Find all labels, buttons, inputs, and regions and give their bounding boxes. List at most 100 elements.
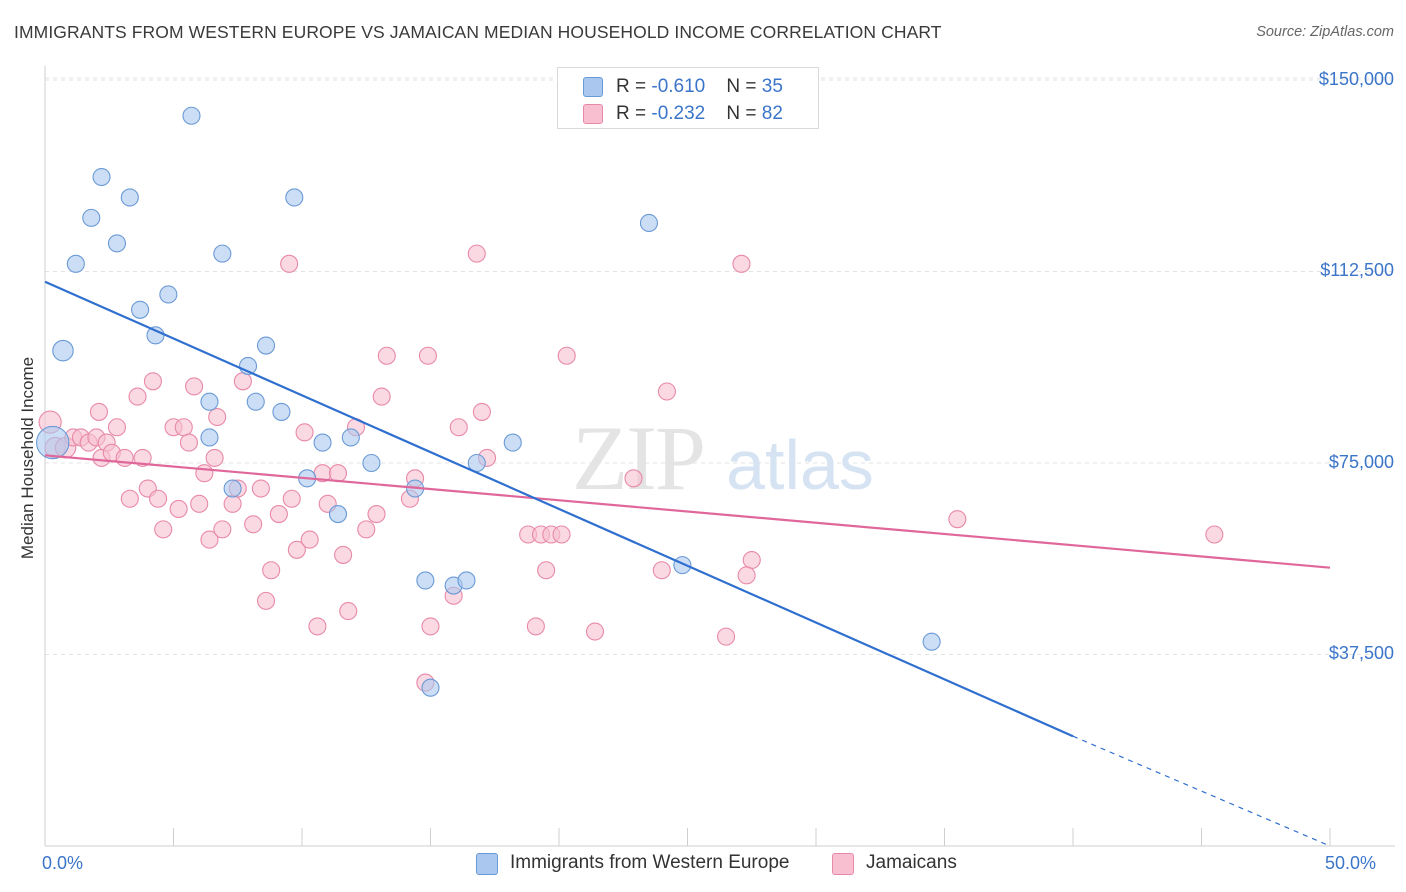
data-point xyxy=(300,530,319,549)
chart-title: IMMIGRANTS FROM WESTERN EUROPE VS JAMAIC… xyxy=(14,22,942,42)
data-point xyxy=(107,234,127,253)
data-point xyxy=(92,167,111,187)
legend-n-label: N = xyxy=(726,76,762,97)
data-point xyxy=(169,499,188,519)
data-point xyxy=(328,505,348,524)
data-point xyxy=(716,627,736,646)
data-point xyxy=(357,520,376,539)
data-point xyxy=(585,622,605,641)
data-point xyxy=(120,188,139,207)
watermark-atlas: atlas xyxy=(726,426,874,504)
data-point xyxy=(418,346,437,365)
legend-n-value: 35 xyxy=(761,76,783,97)
data-point xyxy=(313,433,332,452)
data-point xyxy=(133,448,152,467)
data-point xyxy=(213,244,232,263)
data-point xyxy=(223,494,242,513)
data-point xyxy=(223,479,242,498)
y-tick-label: $75,000 xyxy=(1328,451,1394,472)
data-point xyxy=(256,591,276,610)
data-point xyxy=(174,418,193,437)
legend-label: Jamaicans xyxy=(866,852,957,873)
data-point xyxy=(131,300,150,319)
data-point xyxy=(732,254,751,273)
data-point xyxy=(737,566,756,585)
x-tick-label-min: 0.0% xyxy=(42,853,84,873)
data-point xyxy=(89,402,109,421)
data-point xyxy=(195,464,214,483)
data-point xyxy=(334,545,353,564)
data-point xyxy=(36,425,70,460)
watermark: ZIP atlas xyxy=(572,407,874,509)
y-tick-label: $150,000 xyxy=(1318,68,1394,89)
data-point xyxy=(285,188,304,207)
data-point xyxy=(272,402,291,421)
data-point xyxy=(200,428,219,447)
data-point xyxy=(154,520,173,539)
data-point xyxy=(128,387,147,406)
y-tick-label: $37,500 xyxy=(1328,643,1394,664)
data-point xyxy=(52,339,74,362)
data-point xyxy=(339,602,358,621)
x-tick-label-max: 50.0% xyxy=(1325,853,1377,873)
data-point xyxy=(526,617,545,636)
watermark-zip: ZIP xyxy=(572,407,704,509)
data-point xyxy=(308,617,327,636)
data-point xyxy=(149,489,168,508)
legend-r-value: -0.232 xyxy=(651,103,706,124)
data-point xyxy=(639,213,659,233)
data-point xyxy=(208,407,227,427)
trend-line-western-europe xyxy=(44,280,1074,738)
trend-line-extension xyxy=(1072,735,1331,847)
data-point xyxy=(362,453,381,473)
data-point xyxy=(377,346,396,365)
data-point xyxy=(922,632,941,651)
data-point xyxy=(280,254,299,273)
data-point xyxy=(372,387,391,406)
data-point xyxy=(742,550,761,570)
data-point xyxy=(120,489,139,508)
data-point xyxy=(182,106,201,125)
data-point xyxy=(1205,525,1224,544)
data-point xyxy=(552,525,571,544)
legend-swatch-blue xyxy=(476,853,498,875)
legend-r-label: R = xyxy=(616,76,652,97)
data-point xyxy=(557,346,576,365)
legend-r-label: R = xyxy=(616,103,652,124)
data-point xyxy=(282,489,301,508)
data-point xyxy=(341,428,360,447)
data-point xyxy=(948,510,967,529)
data-point xyxy=(107,418,127,437)
data-point xyxy=(200,392,219,411)
legend-swatch-pink xyxy=(583,104,603,124)
data-point xyxy=(537,561,556,580)
legend-swatch-blue xyxy=(583,77,603,97)
legend-n-value: 82 xyxy=(761,103,783,124)
data-point xyxy=(246,392,265,411)
data-point xyxy=(143,372,162,391)
trend-line-jamaicans xyxy=(44,454,1331,569)
data-point xyxy=(652,561,671,580)
data-point xyxy=(190,494,209,513)
data-point xyxy=(449,418,468,437)
data-point xyxy=(287,540,306,559)
data-point xyxy=(467,244,486,263)
data-point xyxy=(262,561,281,580)
data-point xyxy=(295,423,314,442)
data-point xyxy=(251,479,270,498)
legend-swatch-pink xyxy=(832,853,854,875)
data-point xyxy=(213,520,232,539)
data-point xyxy=(256,336,276,355)
data-point xyxy=(159,285,178,304)
legend-r-value: -0.610 xyxy=(651,76,706,97)
data-point xyxy=(328,464,348,483)
data-point xyxy=(421,678,440,697)
y-tick-label: $112,500 xyxy=(1320,260,1394,281)
data-point xyxy=(269,505,288,524)
data-point xyxy=(66,254,85,273)
data-point xyxy=(179,433,198,452)
legend-n-label: N = xyxy=(726,103,762,124)
data-point xyxy=(421,617,440,636)
data-point xyxy=(233,372,252,391)
